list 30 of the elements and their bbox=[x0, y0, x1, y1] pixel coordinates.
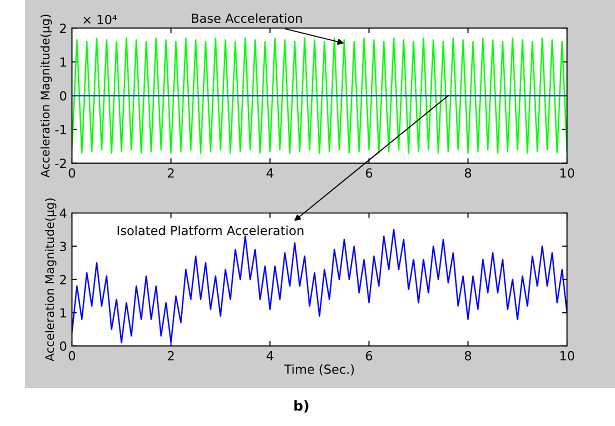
y-tick-label: 1 bbox=[60, 308, 66, 318]
annotation: Base Acceleration bbox=[192, 13, 302, 23]
y-axis-title: Acceleration Magnitude(μg) bbox=[44, 198, 56, 362]
y-tick-label: 2 bbox=[60, 274, 66, 284]
y-tick-label: -1 bbox=[55, 125, 66, 134]
y-tick-label: 4 bbox=[60, 208, 66, 218]
y-tick-label: 0 bbox=[60, 91, 66, 101]
x-tick-label: 2 bbox=[168, 168, 174, 178]
x-tick-label: 0 bbox=[68, 350, 76, 360]
y-tick-label: 0 bbox=[60, 341, 66, 351]
x-tick-label: 10 bbox=[560, 350, 574, 360]
x-tick-label: 2 bbox=[168, 350, 174, 360]
x-tick-label: 8 bbox=[464, 168, 472, 178]
y-tick-label: -2 bbox=[55, 158, 66, 168]
y-tick-label: 3 bbox=[60, 242, 66, 252]
x-tick-label: 4 bbox=[266, 168, 274, 178]
text: × 10⁴ bbox=[84, 14, 117, 24]
x-tick-label: 10 bbox=[560, 168, 574, 178]
annotation: Isolated Platform Acceleration bbox=[118, 226, 304, 236]
x-tick-label: 4 bbox=[266, 351, 274, 360]
line-series bbox=[72, 38, 568, 154]
x-tick-label: 0 bbox=[68, 168, 76, 178]
x-axis-title: Time (Sec.) bbox=[284, 364, 354, 376]
y-tick-label: 1 bbox=[60, 58, 66, 67]
x-tick-label: 8 bbox=[464, 350, 472, 360]
text: b) bbox=[294, 400, 308, 412]
y-tick-label: 2 bbox=[60, 24, 66, 33]
y-axis-title: Acceleration Magnitude(μg) bbox=[40, 14, 52, 178]
x-tick-label: 6 bbox=[366, 350, 372, 360]
x-tick-label: 6 bbox=[366, 168, 372, 178]
